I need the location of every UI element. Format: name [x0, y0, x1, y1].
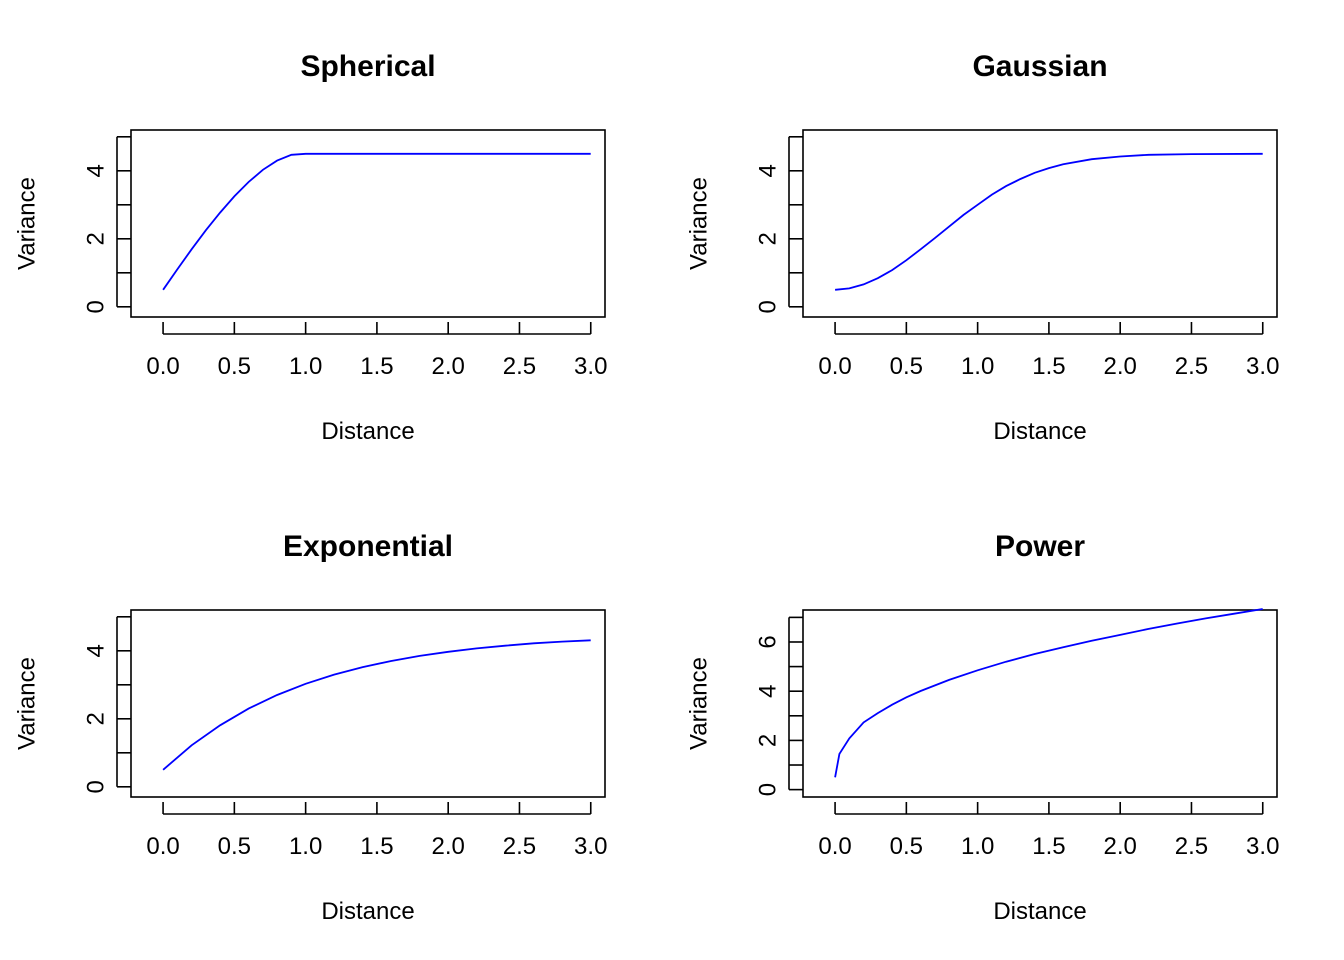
- x-tick-label: 2.5: [1175, 353, 1208, 380]
- x-tick-label: 1.5: [360, 353, 393, 380]
- y-tick-label: 2: [82, 232, 109, 245]
- panel-gaussian: Gaussian 0.0 0.5 1.0 1.5 2.0 2.5 3.0 0 2 4 Distance…: [685, 50, 1279, 445]
- x-tick-label: 1.5: [360, 833, 393, 860]
- x-axis-label: Distance: [321, 418, 414, 445]
- x-tick-label: 1.0: [289, 353, 322, 380]
- panel-exponential: Exponential 0.0 0.5 1.0 1.5 2.0 2.5 3.0 0 2 4 Dista…: [13, 530, 607, 925]
- y-tick-label: 0: [754, 300, 781, 313]
- y-tick-label: 4: [754, 164, 781, 177]
- x-tick-label: 3.0: [574, 353, 607, 380]
- x-tick-label: 1.5: [1032, 833, 1065, 860]
- x-tick-label: 0.0: [818, 833, 851, 860]
- x-axis-label: Distance: [993, 898, 1086, 925]
- y-tick-label: 6: [754, 635, 781, 648]
- y-tick-label: 4: [82, 644, 109, 657]
- x-tick-label: 2.5: [503, 833, 536, 860]
- x-tick-label: 0.5: [890, 833, 923, 860]
- y-axis-label: Variance: [13, 177, 40, 270]
- plot-frame: [130, 609, 606, 798]
- x-tick-label: 3.0: [1246, 833, 1279, 860]
- plot-frame: [802, 609, 1278, 798]
- x-tick-label: 1.0: [289, 833, 322, 860]
- panel-spherical: Spherical 0.0 0.5 1.0 1.5 2.0 2.5 3.0 0 2 4 Distanc…: [13, 50, 607, 445]
- variogram-curve: [835, 152, 1263, 291]
- x-tick-label: 1.5: [1032, 353, 1065, 380]
- x-tick-label: 2.5: [503, 353, 536, 380]
- chart-title: Gaussian: [972, 50, 1107, 83]
- x-tick-label: 2.0: [1104, 833, 1137, 860]
- y-axis-label: Variance: [685, 177, 712, 270]
- y-tick-label: 0: [82, 780, 109, 793]
- variogram-curve: [834, 608, 1263, 778]
- x-tick-label: 2.0: [1104, 353, 1137, 380]
- chart-title: Exponential: [283, 530, 453, 563]
- y-tick-label: 2: [82, 712, 109, 725]
- y-axis-label: Variance: [685, 657, 712, 750]
- y-tick-label: 2: [754, 232, 781, 245]
- chart-title: Spherical: [300, 50, 435, 83]
- y-tick-label: 4: [82, 164, 109, 177]
- variogram-curve: [162, 152, 591, 291]
- y-tick-label: 4: [754, 685, 781, 698]
- x-tick-label: 3.0: [574, 833, 607, 860]
- x-tick-label: 2.0: [432, 353, 465, 380]
- panel-power: Power 0.0 0.5 1.0 1.5 2.0 2.5 3.0 0 2 4 6 Distance Va…: [685, 530, 1279, 925]
- x-tick-label: 0.0: [146, 833, 179, 860]
- y-tick-label: 0: [82, 300, 109, 313]
- x-tick-label: 0.5: [218, 833, 251, 860]
- x-tick-label: 3.0: [1246, 353, 1279, 380]
- x-tick-label: 2.0: [432, 833, 465, 860]
- plot-frame: [802, 129, 1278, 318]
- chart-title: Power: [995, 530, 1085, 563]
- x-tick-label: 0.0: [146, 353, 179, 380]
- x-tick-label: 2.5: [1175, 833, 1208, 860]
- x-tick-label: 0.5: [218, 353, 251, 380]
- x-axis-label: Distance: [321, 898, 414, 925]
- variogram-curve: [162, 639, 591, 771]
- x-tick-label: 1.0: [961, 353, 994, 380]
- x-tick-label: 0.0: [818, 353, 851, 380]
- x-tick-label: 1.0: [961, 833, 994, 860]
- y-axis-label: Variance: [13, 657, 40, 750]
- y-tick-label: 0: [754, 783, 781, 796]
- plot-frame: [130, 129, 606, 318]
- y-tick-label: 2: [754, 734, 781, 747]
- x-tick-label: 0.5: [890, 353, 923, 380]
- x-axis-label: Distance: [993, 418, 1086, 445]
